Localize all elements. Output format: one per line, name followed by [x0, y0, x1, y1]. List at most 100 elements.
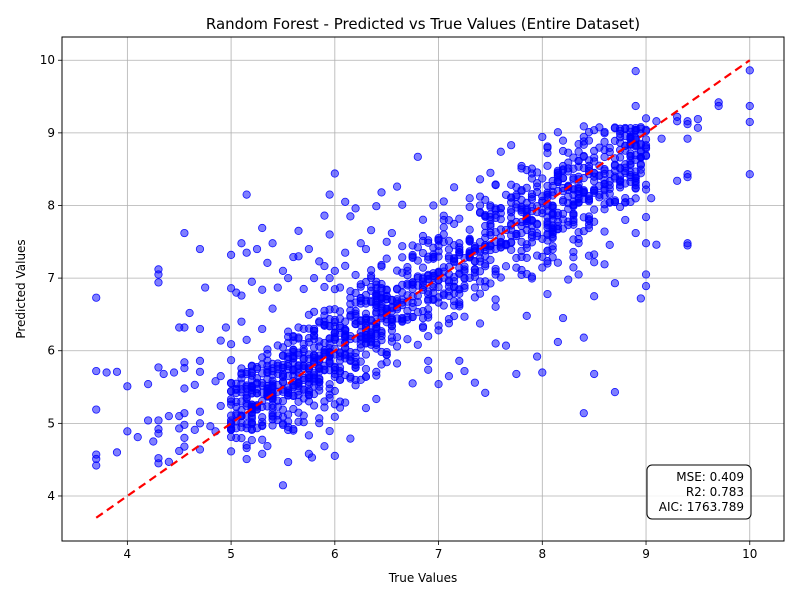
x-axis-ticks: 4 5 6 7 8 9 10 — [124, 541, 757, 561]
data-point — [610, 279, 620, 288]
data-point — [455, 214, 464, 223]
data-point — [600, 129, 609, 138]
data-point — [299, 284, 308, 294]
x-tick-label: 9 — [642, 547, 650, 561]
data-point — [543, 212, 552, 221]
data-point — [475, 192, 485, 201]
data-point — [273, 396, 282, 405]
data-point — [268, 359, 277, 368]
x-tick-label: 4 — [124, 547, 132, 561]
data-point — [284, 274, 293, 283]
data-point — [216, 336, 225, 345]
data-point — [175, 446, 184, 456]
data-point — [553, 128, 562, 137]
data-point — [533, 352, 542, 361]
data-point — [309, 343, 319, 352]
data-point — [268, 403, 277, 413]
data-point — [636, 161, 645, 170]
data-point — [154, 416, 163, 425]
data-point — [673, 176, 682, 185]
data-point — [335, 314, 345, 323]
data-point — [745, 170, 754, 179]
data-point — [636, 294, 645, 303]
data-point — [278, 378, 288, 387]
data-point — [517, 237, 526, 246]
data-point — [330, 169, 339, 178]
data-point — [216, 372, 225, 381]
data-point — [299, 324, 308, 333]
data-point — [444, 319, 454, 328]
data-point — [242, 335, 251, 344]
data-point — [543, 193, 552, 202]
data-point — [341, 248, 350, 257]
data-point — [538, 174, 547, 183]
data-point — [641, 144, 651, 153]
data-point — [320, 211, 329, 220]
data-point — [382, 285, 391, 294]
data-point — [408, 303, 417, 312]
data-point — [460, 262, 469, 271]
data-point — [226, 250, 236, 259]
data-point — [636, 152, 645, 162]
data-point — [164, 411, 173, 421]
data-point — [683, 134, 692, 143]
data-point — [242, 393, 251, 402]
data-point — [621, 131, 630, 141]
data-point — [429, 283, 438, 292]
data-point — [641, 180, 651, 189]
data-point — [475, 319, 485, 328]
y-tick-label: 5 — [47, 416, 55, 430]
x-tick-label: 5 — [227, 547, 235, 561]
x-tick-label: 7 — [435, 547, 443, 561]
data-point — [102, 368, 111, 377]
data-point — [548, 242, 557, 251]
data-point — [325, 274, 334, 283]
data-point — [195, 324, 205, 334]
data-point — [112, 448, 122, 457]
data-point — [558, 313, 568, 323]
data-point — [486, 228, 495, 237]
data-point — [372, 371, 381, 380]
data-point — [382, 254, 391, 263]
data-point — [237, 369, 246, 378]
data-point — [242, 190, 251, 199]
data-point — [351, 381, 360, 390]
data-point — [315, 337, 324, 346]
data-point — [465, 225, 474, 234]
data-point — [315, 382, 324, 391]
data-point — [284, 457, 293, 467]
data-point — [491, 295, 500, 304]
data-point — [361, 403, 371, 413]
data-point — [491, 339, 500, 348]
data-point — [647, 194, 656, 203]
data-point — [392, 333, 402, 342]
data-point — [569, 220, 578, 229]
data-point — [641, 281, 651, 291]
data-point — [450, 183, 459, 192]
data-point — [123, 427, 132, 436]
data-point — [304, 377, 313, 387]
data-point — [294, 390, 303, 400]
data-point — [522, 311, 531, 320]
data-point — [543, 181, 552, 191]
data-point — [372, 394, 381, 404]
data-point — [631, 126, 640, 135]
x-tick-label: 10 — [742, 547, 757, 561]
data-point — [424, 305, 433, 314]
data-point — [610, 197, 620, 207]
data-point — [92, 461, 101, 470]
data-point — [429, 254, 438, 263]
data-point — [226, 447, 236, 456]
ideal-fit-line — [95, 59, 751, 519]
data-point — [460, 366, 469, 376]
data-point — [475, 175, 485, 184]
data-point — [226, 356, 236, 365]
data-point — [325, 190, 334, 199]
data-point — [579, 122, 588, 131]
data-point — [144, 380, 153, 389]
data-point — [346, 287, 355, 296]
data-point — [284, 327, 293, 336]
data-point — [226, 284, 236, 293]
y-tick-label: 9 — [47, 126, 55, 140]
data-point — [450, 241, 459, 250]
